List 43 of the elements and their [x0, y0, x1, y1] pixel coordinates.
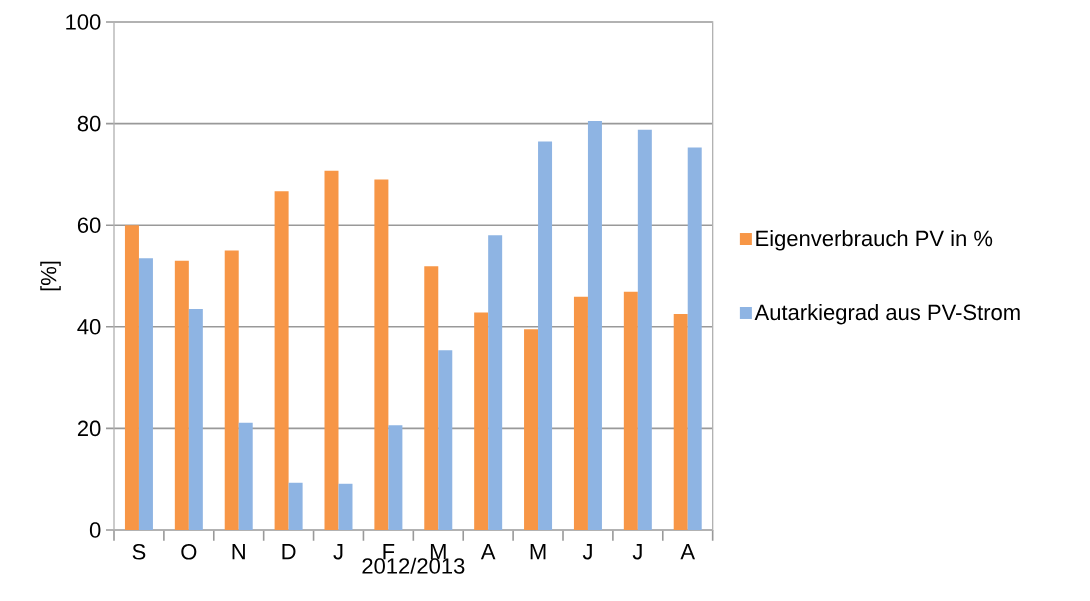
bar [623, 291, 638, 530]
bar [474, 312, 489, 530]
x-tick-label: S [132, 544, 146, 560]
bar [374, 179, 389, 530]
bar [138, 258, 153, 530]
bar [274, 191, 289, 530]
x-tick-label: A [680, 544, 696, 560]
x-tick-label: D [282, 544, 296, 560]
bar [687, 147, 702, 530]
bar [238, 422, 253, 530]
x-tick-label: A [480, 544, 496, 560]
bar [438, 350, 453, 530]
legend-label: Eigenverbrauch PV in % [756, 230, 993, 251]
x-tick-label: J [632, 544, 642, 560]
x-tick-label: N [232, 544, 245, 560]
x-tick-label: J [333, 544, 343, 560]
bar [338, 483, 353, 530]
x-tick-label: J [582, 544, 592, 560]
bar [124, 225, 139, 530]
y-tick-label: 20 [77, 420, 101, 437]
bar [388, 425, 403, 530]
y-axis-title: [%] [40, 261, 61, 291]
bar [288, 482, 303, 530]
x-tick-label: O [181, 544, 197, 560]
y-tick-label: 40 [77, 319, 101, 335]
bar [174, 260, 189, 530]
y-tick-label: 100 [66, 14, 101, 30]
bar [424, 266, 439, 530]
bar [587, 121, 602, 530]
bar [673, 314, 688, 530]
y-tick-label: 80 [77, 115, 101, 132]
bar [224, 250, 239, 530]
legend-label: Autarkiegrad aus PV-Strom [754, 304, 1020, 325]
y-tick-label: 60 [77, 217, 101, 233]
bar [538, 141, 553, 530]
x-tick-label: M [530, 544, 546, 560]
bar [524, 329, 539, 530]
bar [188, 309, 203, 530]
bar [488, 235, 503, 530]
bar [637, 129, 652, 530]
bar [324, 170, 339, 530]
y-tick-label: 0 [89, 522, 101, 538]
bar [573, 296, 588, 530]
